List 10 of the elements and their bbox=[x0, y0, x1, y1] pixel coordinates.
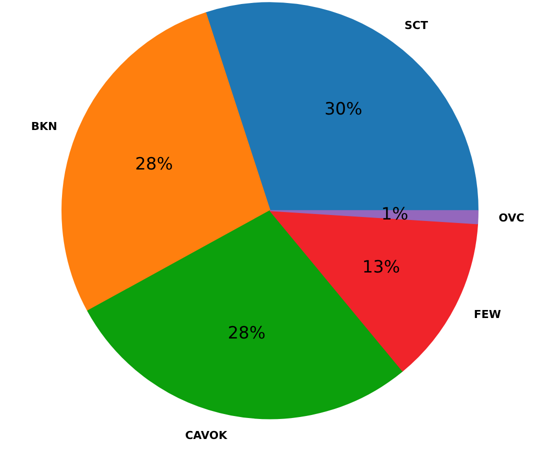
data-label: 30% bbox=[324, 100, 362, 120]
data-label: 28% bbox=[135, 154, 173, 175]
data-label: 13% bbox=[362, 257, 400, 278]
slice-label: SCT bbox=[404, 19, 428, 32]
data-label: 28% bbox=[228, 323, 266, 344]
slice-label: FEW bbox=[474, 308, 502, 322]
slice-label: OVC bbox=[498, 211, 524, 224]
slice-label: CAVOK bbox=[185, 428, 228, 442]
data-label: 1% bbox=[381, 204, 408, 225]
slice-label: BKN bbox=[31, 120, 58, 133]
